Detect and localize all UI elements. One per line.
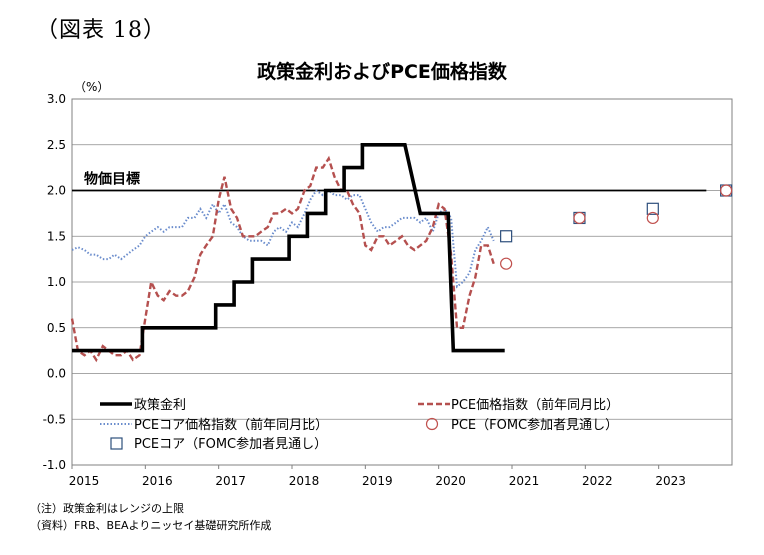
legend-label: 政策金利 [134, 397, 186, 413]
legend-square-marker [110, 437, 123, 450]
legend-label: PCEコア価格指数（前年同月比） [134, 417, 328, 433]
x-tick-label: 2022 [582, 474, 613, 488]
x-tick-label: 2017 [215, 474, 246, 488]
plot-frame [71, 98, 733, 466]
y-tick-label: -1.0 [43, 458, 66, 472]
target-label: 物価目標 [84, 171, 140, 188]
x-tick-label: 2021 [509, 474, 540, 488]
projection-circle-marker [500, 257, 513, 270]
figure-label: （図表 18） [36, 18, 166, 43]
y-tick-label: 0.0 [47, 367, 66, 381]
x-tick-label: 2018 [289, 474, 320, 488]
x-tick-label: 2019 [362, 474, 393, 488]
projection-circle-marker [720, 184, 733, 197]
y-tick-label: 1.0 [47, 275, 66, 289]
y-unit-label: （%） [74, 80, 110, 94]
note-2: （資料）FRB、BEAよりニッセイ基礎研究所作成 [30, 519, 272, 532]
legend-label: PCE（FOMC参加者見通し） [451, 417, 618, 433]
legend-label: PCEコア（FOMC参加者見通し） [134, 436, 327, 452]
y-tick-label: 1.5 [47, 229, 66, 243]
legend-label: PCE価格指数（前年同月比） [451, 397, 619, 413]
y-tick-label: -0.5 [43, 412, 66, 426]
y-tick-label: 2.0 [47, 184, 66, 198]
series-line-solid-thick [72, 143, 505, 353]
legend-circle-marker [425, 417, 439, 431]
chart-title: 政策金利およびPCE価格指数 [257, 61, 507, 83]
projection-circle-marker [646, 211, 659, 225]
note-1: （注）政策金利はレンジの上限 [30, 502, 184, 515]
y-tick-label: 3.0 [47, 92, 66, 106]
projection-circle-marker [573, 211, 586, 225]
y-tick-label: 2.5 [47, 138, 66, 152]
x-tick-label: 2015 [69, 474, 100, 488]
projection-square-marker [500, 230, 513, 243]
x-tick-label: 2016 [142, 474, 173, 488]
projection-square-marker [646, 202, 659, 215]
series-line-dotted [71, 189, 495, 289]
x-tick-label: 2023 [655, 474, 686, 488]
x-tick-label: 2020 [435, 474, 466, 488]
y-tick-label: 0.5 [47, 321, 66, 335]
